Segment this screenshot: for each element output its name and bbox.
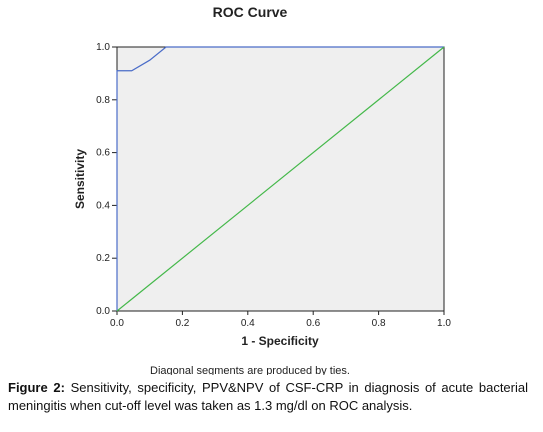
y-tick-label: 0.2	[96, 253, 110, 264]
x-tick-label: 0.2	[175, 318, 189, 329]
chart-title: ROC Curve	[213, 4, 288, 20]
y-axis-label: Sensitivity	[73, 149, 87, 209]
y-tick-label: 1.0	[96, 42, 110, 53]
y-tick-label: 0.6	[96, 148, 110, 159]
note: Diagonal segments are produced by ties.	[150, 365, 350, 375]
y-tick-label: 0.0	[96, 306, 110, 317]
caption: Figure 2: Sensitivity, specificity, PPV&…	[8, 379, 528, 415]
x-tick-label: 0.0	[110, 318, 124, 329]
x-tick-label: 1.0	[437, 318, 451, 329]
x-tick-label: 0.8	[372, 318, 386, 329]
x-tick-label: 0.6	[306, 318, 320, 329]
y-tick-label: 0.8	[96, 95, 110, 106]
chart: ROC Curve 1 - Specificity Sensitivity Di…	[73, 4, 451, 375]
y-tick-label: 0.4	[96, 200, 110, 211]
caption-text: Sensitivity, specificity, PPV&NPV of CSF…	[8, 380, 528, 413]
caption-label: Figure 2:	[8, 380, 65, 395]
x-tick-label: 0.4	[241, 318, 255, 329]
roc-line	[116, 46, 445, 312]
x-axis-label: 1 - Specificity	[241, 334, 319, 348]
roc-line	[116, 46, 444, 311]
